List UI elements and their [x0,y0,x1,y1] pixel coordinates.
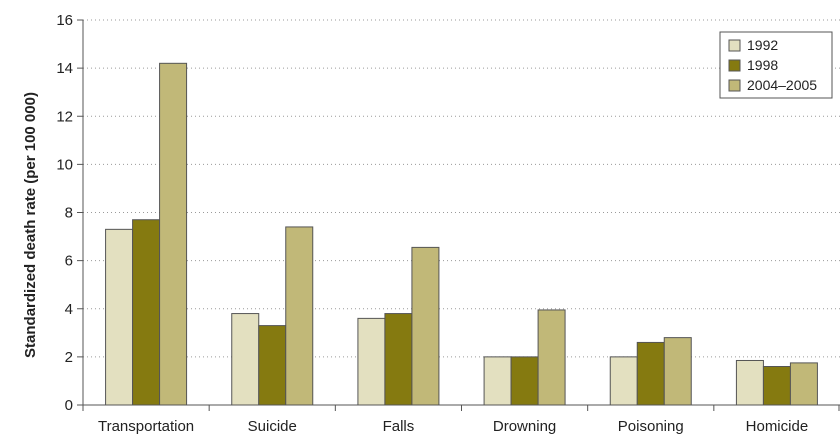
y-tick-label: 0 [65,397,73,414]
bar-1998-Suicide [258,325,287,406]
bar-2004–2005-Falls [411,246,440,406]
x-tick-label: Poisoning [618,418,684,435]
bar-2004–2005-Suicide [285,226,314,406]
bar-2004–2005-Drowning [537,309,566,406]
bar-1998-Poisoning [636,341,665,406]
bar-2004–2005-Transportation [159,62,188,406]
y-tick-label: 14 [56,60,73,77]
bar-1992-Poisoning [609,356,638,406]
x-tick-label: Homicide [746,418,809,435]
y-tick-label: 8 [65,205,73,222]
bar-1998-Transportation [132,219,161,406]
y-tick-label: 4 [65,301,73,318]
y-tick-label: 10 [56,156,73,173]
axis-ticks: 0 2 4 6 8 10 12 14 16 Transportation Suicide Falls D… [56,12,840,435]
y-tick-label: 16 [56,12,73,29]
bars [105,62,818,406]
y-tick-label: 6 [65,253,73,270]
y-tick-label: 12 [56,108,73,125]
y-axis-title: Standardized death rate (per 100 000) [22,92,39,358]
legend-items: 1992 1998 2004–2005 [728,37,817,93]
legend-label: 1998 [747,57,778,73]
legend-label: 2004–2005 [747,77,817,93]
legend-swatch [728,79,741,92]
bar-1992-Transportation [105,228,134,406]
legend-label: 1992 [747,37,778,53]
bar-2004–2005-Poisoning [663,337,692,406]
legend-swatch [728,59,741,72]
y-tick-label: 2 [65,349,73,366]
bar-1998-Homicide [762,366,791,406]
bar-1998-Drowning [510,356,539,406]
bar-2004–2005-Homicide [789,362,818,406]
bar-1992-Drowning [483,356,512,406]
legend: 1992 1998 2004–2005 [719,31,833,99]
x-tick-label: Suicide [248,418,297,435]
bar-1992-Suicide [231,313,260,406]
bar-1998-Falls [384,313,413,406]
bar-1992-Homicide [735,359,764,406]
legend-swatch [728,39,741,52]
bar-1992-Falls [357,317,386,406]
x-tick-label: Transportation [98,418,194,435]
x-tick-label: Falls [383,418,415,435]
x-tick-label: Drowning [493,418,556,435]
